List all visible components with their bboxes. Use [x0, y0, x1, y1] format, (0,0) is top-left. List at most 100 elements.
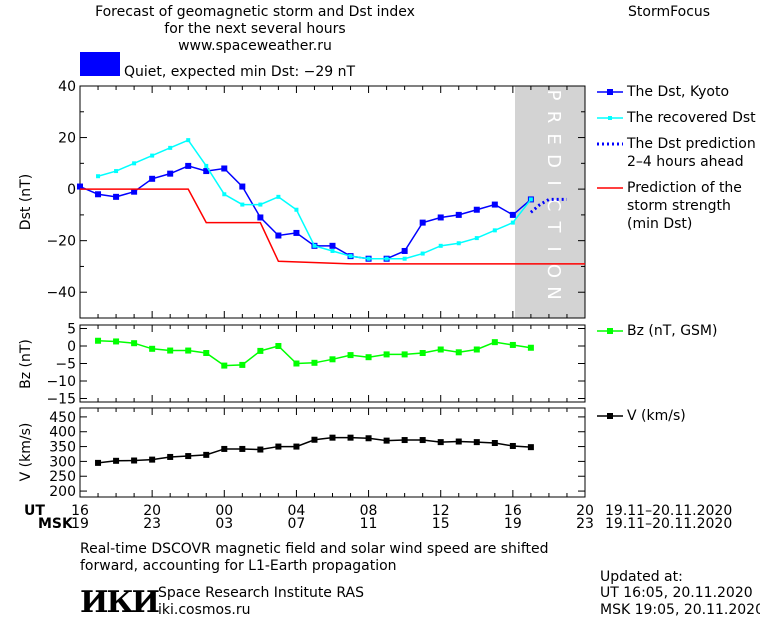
updated-msk: MSK 19:05, 20.11.2020	[600, 602, 760, 618]
y-tick-label: −15	[46, 392, 76, 408]
series-line	[79, 165, 532, 260]
data-point	[293, 360, 300, 367]
data-point	[491, 201, 498, 208]
data-point	[293, 443, 300, 450]
data-point	[455, 211, 462, 218]
data-point	[456, 241, 461, 246]
data-point	[240, 202, 245, 207]
time-tick-label: 00	[215, 503, 234, 519]
legend-label: storm strength	[627, 198, 731, 214]
y-tick-label: 450	[49, 410, 76, 426]
data-point	[168, 145, 173, 150]
time-tick-label: 15	[431, 516, 450, 532]
data-point	[509, 211, 516, 218]
data-point	[95, 337, 102, 344]
legend-label: (min Dst)	[627, 216, 692, 232]
legend-marker	[607, 89, 613, 95]
data-point	[275, 343, 282, 349]
series-layer	[77, 138, 585, 466]
data-point	[383, 351, 390, 358]
prediction-letter: P	[543, 90, 564, 101]
chart-title-line2: for the next several hours	[164, 21, 346, 37]
data-point	[131, 457, 138, 464]
data-point	[473, 439, 480, 446]
legend-label: Prediction of the	[627, 180, 742, 196]
y-tick-label: −10	[46, 374, 76, 390]
prediction-letter: N	[543, 286, 564, 299]
data-point	[185, 453, 192, 460]
time-tick-label: 20	[143, 503, 162, 519]
data-point	[257, 446, 264, 453]
prediction-letter: D	[543, 154, 564, 168]
y-tick-label: 300	[49, 454, 76, 470]
data-point	[329, 356, 336, 363]
time-tick-label: 08	[359, 503, 378, 519]
legend-marker	[608, 116, 612, 120]
data-point	[312, 243, 317, 248]
prediction-region	[515, 86, 585, 318]
data-point	[222, 192, 227, 197]
x-axis-ticks	[79, 86, 586, 497]
data-point	[311, 359, 318, 366]
y-tick-label: 200	[49, 484, 76, 500]
data-point	[185, 347, 192, 354]
data-point	[293, 229, 300, 236]
data-point	[239, 183, 246, 190]
data-point	[239, 445, 246, 452]
footer-note-line1: Real-time DSCOVR magnetic field and sola…	[80, 541, 549, 557]
data-point	[419, 437, 426, 444]
data-point	[203, 168, 210, 175]
prediction-letter: I	[543, 246, 564, 251]
time-tick-label: 23	[576, 516, 594, 532]
data-point	[366, 256, 371, 261]
ut-axis-label: UT	[24, 503, 45, 519]
data-point	[221, 362, 228, 369]
prediction-letter: E	[543, 133, 564, 144]
site-url[interactable]: www.spaceweather.ru	[178, 38, 332, 54]
data-point	[96, 174, 101, 179]
data-point	[257, 347, 264, 354]
data-point	[402, 256, 407, 261]
data-point	[329, 242, 336, 249]
data-point	[527, 444, 534, 451]
y-tick-label: −20	[46, 234, 76, 250]
legend-label: 2–4 hours ahead	[627, 154, 744, 170]
data-point	[150, 153, 155, 158]
panel-frame	[79, 85, 586, 319]
brand-name: StormFocus	[628, 4, 711, 20]
institute-site[interactable]: iki.cosmos.ru	[158, 602, 251, 618]
panel-frame	[79, 407, 586, 498]
msk-date-range: 19.11–20.11.2020	[605, 516, 733, 532]
data-point	[510, 220, 515, 225]
status-text: Quiet, expected min Dst: −29 nT	[124, 64, 356, 80]
legend-label: Bz (nT, GSM)	[627, 323, 717, 339]
chart-title-line1: Forecast of geomagnetic storm and Dst in…	[95, 4, 415, 20]
series-line	[80, 188, 585, 265]
data-point	[365, 354, 372, 361]
data-point	[167, 347, 174, 354]
time-tick-label: 16	[71, 503, 89, 519]
data-point	[491, 440, 498, 447]
data-point	[455, 438, 462, 445]
time-tick-label: 20	[576, 503, 594, 519]
data-point	[311, 436, 318, 443]
data-point	[384, 256, 389, 261]
data-point	[491, 339, 498, 346]
prediction-letter: T	[543, 221, 564, 234]
legend-label: The Dst, Kyoto	[626, 84, 729, 100]
data-point	[203, 350, 210, 356]
data-point	[419, 350, 426, 356]
data-point	[419, 219, 426, 226]
data-point	[401, 247, 408, 254]
data-point	[348, 254, 353, 259]
data-point	[258, 202, 263, 207]
y-axis-label: Bz (nT)	[18, 339, 34, 389]
data-point	[401, 437, 408, 444]
data-point	[401, 351, 408, 358]
time-tick-label: 23	[143, 516, 162, 532]
y-tick-label: 40	[58, 79, 76, 95]
legend-label: V (km/s)	[627, 408, 686, 424]
y-tick-label: −5	[55, 357, 76, 373]
legend-label: The recovered Dst	[626, 110, 756, 126]
